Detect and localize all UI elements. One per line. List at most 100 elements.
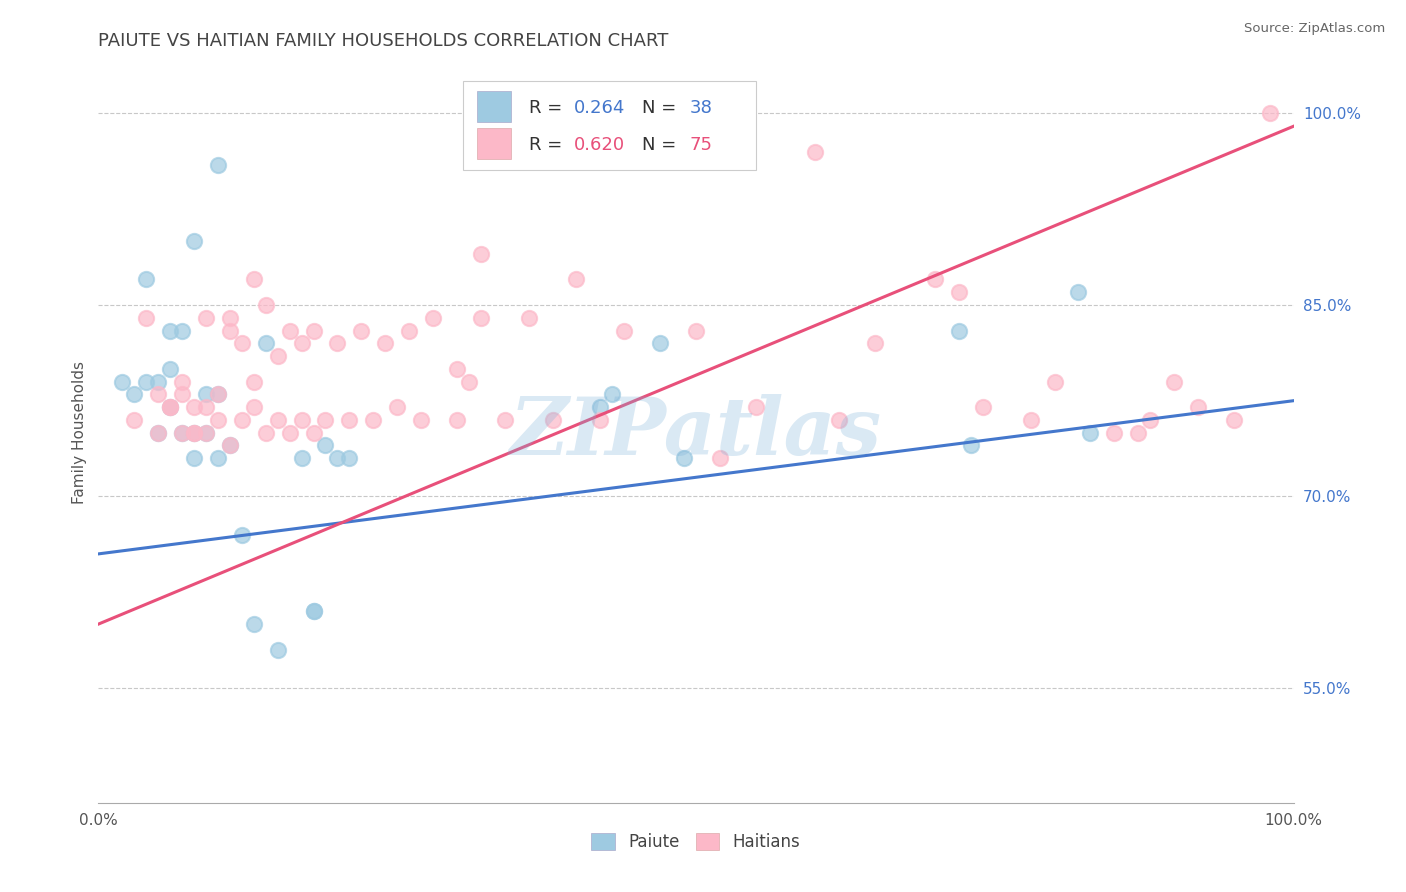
Point (219, 310, 242, 325)
Text: 38: 38 (690, 99, 713, 117)
Point (745, 400, 768, 414)
Point (541, 413, 564, 427)
Point (302, 425, 325, 440)
Point (291, 451, 314, 466)
Point (172, 425, 194, 440)
Text: R =: R = (529, 136, 568, 153)
Text: 75: 75 (690, 136, 713, 153)
Point (291, 336, 314, 351)
Point (183, 400, 205, 414)
FancyBboxPatch shape (463, 81, 756, 169)
Point (948, 285, 970, 300)
Point (111, 375, 134, 389)
Point (183, 234, 205, 248)
Point (207, 413, 229, 427)
Point (828, 413, 851, 427)
Point (219, 438, 242, 452)
Point (1019, 413, 1042, 427)
Text: R =: R = (529, 99, 568, 117)
Point (326, 336, 349, 351)
Point (315, 438, 337, 452)
Point (446, 413, 468, 427)
Point (254, 298, 277, 312)
Point (183, 451, 205, 466)
Point (1080, 425, 1102, 440)
Point (363, 413, 385, 427)
Text: ZIPatlas: ZIPatlas (510, 394, 882, 471)
Point (613, 324, 636, 338)
Point (159, 400, 181, 414)
Point (1139, 413, 1161, 427)
Point (207, 387, 229, 401)
Point (231, 336, 253, 351)
Point (267, 413, 290, 427)
Point (315, 413, 337, 427)
Point (1128, 425, 1150, 440)
Point (339, 413, 361, 427)
Point (183, 425, 205, 440)
Point (231, 527, 253, 541)
Text: 0.264: 0.264 (574, 99, 626, 117)
Point (422, 310, 444, 325)
Point (972, 400, 994, 414)
Point (1187, 400, 1209, 414)
Point (148, 375, 170, 389)
Text: N =: N = (643, 136, 682, 153)
Point (302, 324, 325, 338)
Point (565, 272, 588, 286)
Point (302, 604, 325, 618)
Point (1104, 425, 1126, 440)
Point (1043, 375, 1066, 389)
Point (685, 324, 707, 338)
Point (865, 336, 887, 351)
Point (589, 400, 612, 414)
Point (648, 120, 672, 134)
Point (1067, 285, 1090, 300)
Point (207, 387, 229, 401)
Y-axis label: Family Households: Family Households (72, 361, 87, 504)
Point (1223, 413, 1246, 427)
Point (172, 425, 194, 440)
Point (195, 400, 218, 414)
Point (1258, 106, 1281, 120)
Point (350, 324, 373, 338)
Point (278, 425, 301, 440)
Point (172, 387, 194, 401)
Point (172, 375, 194, 389)
Point (159, 400, 181, 414)
Point (673, 451, 696, 466)
Text: 0.620: 0.620 (574, 136, 626, 153)
FancyBboxPatch shape (477, 128, 510, 159)
Point (458, 375, 481, 389)
Point (411, 413, 433, 427)
Point (243, 400, 266, 414)
Point (219, 438, 242, 452)
Point (291, 413, 314, 427)
FancyBboxPatch shape (477, 91, 510, 121)
Point (195, 425, 218, 440)
Point (385, 400, 409, 414)
Point (124, 387, 146, 401)
Point (219, 324, 242, 338)
Point (374, 336, 396, 351)
Point (172, 324, 194, 338)
Point (517, 310, 540, 325)
Point (207, 451, 229, 466)
Point (339, 451, 361, 466)
Point (195, 310, 218, 325)
Point (948, 324, 970, 338)
Point (148, 425, 170, 440)
Point (135, 375, 157, 389)
Point (470, 247, 492, 261)
Point (183, 425, 205, 440)
Text: PAIUTE VS HAITIAN FAMILY HOUSEHOLDS CORRELATION CHART: PAIUTE VS HAITIAN FAMILY HOUSEHOLDS CORR… (98, 32, 669, 50)
Point (195, 425, 218, 440)
Point (398, 324, 420, 338)
Point (159, 324, 181, 338)
Point (960, 438, 983, 452)
Point (243, 272, 266, 286)
Point (159, 400, 181, 414)
Point (183, 425, 205, 440)
Point (470, 310, 492, 325)
Point (446, 361, 468, 376)
